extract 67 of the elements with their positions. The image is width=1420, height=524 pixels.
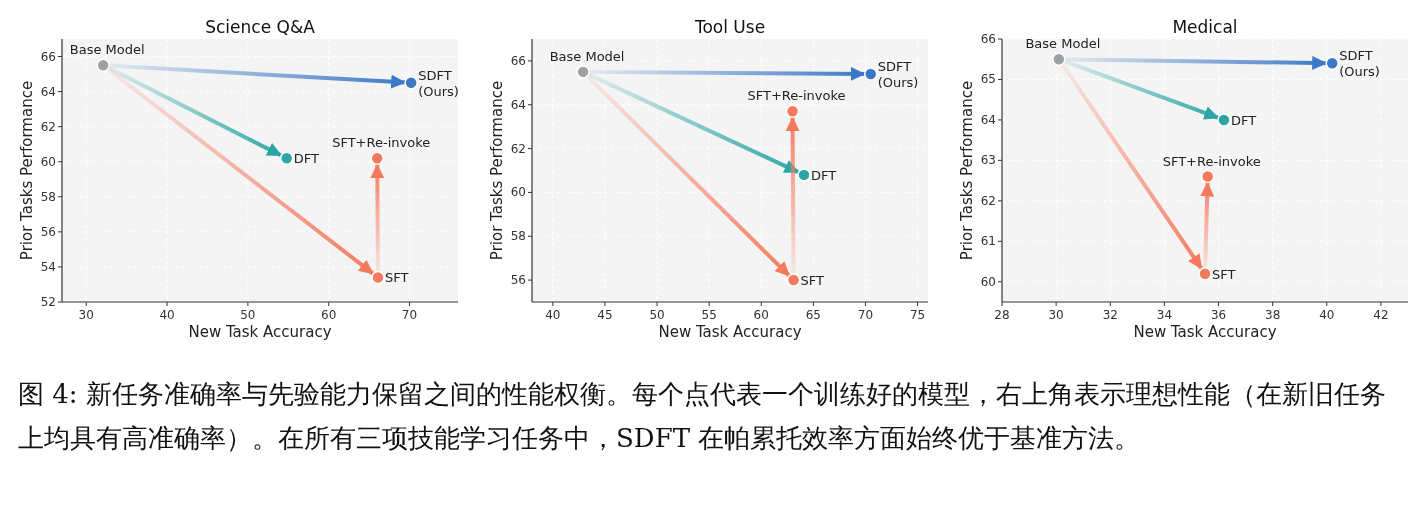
y-tick-label: 58: [510, 229, 526, 244]
x-axis-title: New Task Accuracy: [1133, 323, 1277, 341]
series-label: SDFT (Ours): [1339, 48, 1380, 80]
y-axis-title: Prior Tasks Performance: [488, 80, 506, 261]
x-tick-label: 50: [649, 308, 665, 322]
x-tick-label: 32: [1102, 308, 1118, 322]
y-tick-label: 62: [980, 193, 996, 208]
series-label: SFT+Re-invoke: [747, 88, 846, 104]
series-label: SDFT (Ours): [418, 67, 459, 99]
y-tick-label: 54: [40, 259, 56, 274]
x-tick-label: 34: [1156, 308, 1173, 322]
y-tick-label: 52: [40, 295, 56, 309]
x-tick-label: 70: [401, 308, 418, 322]
x-axis-title: New Task Accuracy: [658, 323, 802, 341]
y-tick-label: 56: [510, 273, 526, 288]
y-axis-title: Prior Tasks Performance: [18, 80, 36, 261]
x-tick-label: 70: [857, 308, 874, 322]
x-tick-label: 36: [1210, 308, 1227, 322]
x-tick-label: 50: [240, 308, 256, 322]
x-tick-label: 28: [994, 308, 1010, 322]
series-label: SFT: [800, 273, 825, 289]
y-tick-label: 66: [510, 53, 526, 68]
y-tick-label: 64: [510, 97, 526, 112]
y-tick-label: 56: [40, 224, 56, 239]
y-tick-label: 66: [40, 49, 56, 64]
chart-title: Medical: [1172, 17, 1238, 37]
x-tick-label: 60: [321, 308, 337, 322]
series-label: SFT+Re-invoke: [1162, 153, 1261, 169]
y-tick-label: 66: [980, 32, 996, 46]
x-tick-label: 75: [909, 308, 926, 322]
x-tick-label: 60: [753, 308, 769, 322]
series-label: SDFT (Ours): [877, 59, 919, 91]
caption: 图 4: 新任务准确率与先验能力保留之间的性能权衡。每个点代表一个训练好的模型，右上角表示理想性能（在新旧任务上均具有高准确率）。在所有三项技能学习任务中，SDFT 在帕累托效率方面始终优于基准方法。: [18, 378, 1387, 455]
y-tick-label: 61: [980, 234, 996, 249]
series-label: DFT: [293, 151, 319, 167]
y-tick-label: 60: [40, 154, 56, 169]
x-tick-label: 65: [805, 308, 822, 322]
x-tick-label: 42: [1373, 308, 1389, 322]
series-label: Base Model: [1025, 36, 1101, 52]
y-tick-label: 60: [510, 185, 526, 200]
chart-title: Science Q&A: [205, 17, 316, 37]
y-tick-label: 63: [980, 153, 996, 168]
series-label: Base Model: [69, 42, 145, 58]
y-tick-label: 62: [40, 119, 56, 134]
x-tick-label: 30: [78, 308, 94, 322]
y-tick-label: 62: [510, 141, 526, 156]
y-tick-label: 64: [40, 84, 56, 99]
x-tick-label: 40: [545, 308, 561, 322]
y-tick-label: 64: [980, 112, 996, 127]
y-tick-label: 58: [40, 189, 56, 204]
series-label: SFT: [1212, 266, 1236, 282]
x-tick-label: 30: [1048, 308, 1064, 322]
series-label: SFT+Re-invoke: [332, 135, 431, 151]
y-axis-title: Prior Tasks Performance: [958, 80, 976, 261]
series-label: DFT: [810, 167, 837, 183]
x-tick-label: 45: [597, 308, 613, 322]
chart-title: Tool Use: [693, 17, 766, 37]
x-tick-label: 55: [701, 308, 717, 322]
x-tick-label: 40: [1319, 308, 1335, 322]
x-tick-label: 40: [159, 308, 175, 322]
series-label: SFT: [384, 270, 409, 286]
y-tick-label: 60: [980, 274, 996, 289]
x-tick-label: 38: [1265, 308, 1281, 322]
series-label: DFT: [1230, 112, 1257, 128]
x-axis-title: New Task Accuracy: [188, 323, 332, 341]
series-label: Base Model: [549, 48, 625, 64]
y-tick-label: 65: [980, 72, 996, 87]
